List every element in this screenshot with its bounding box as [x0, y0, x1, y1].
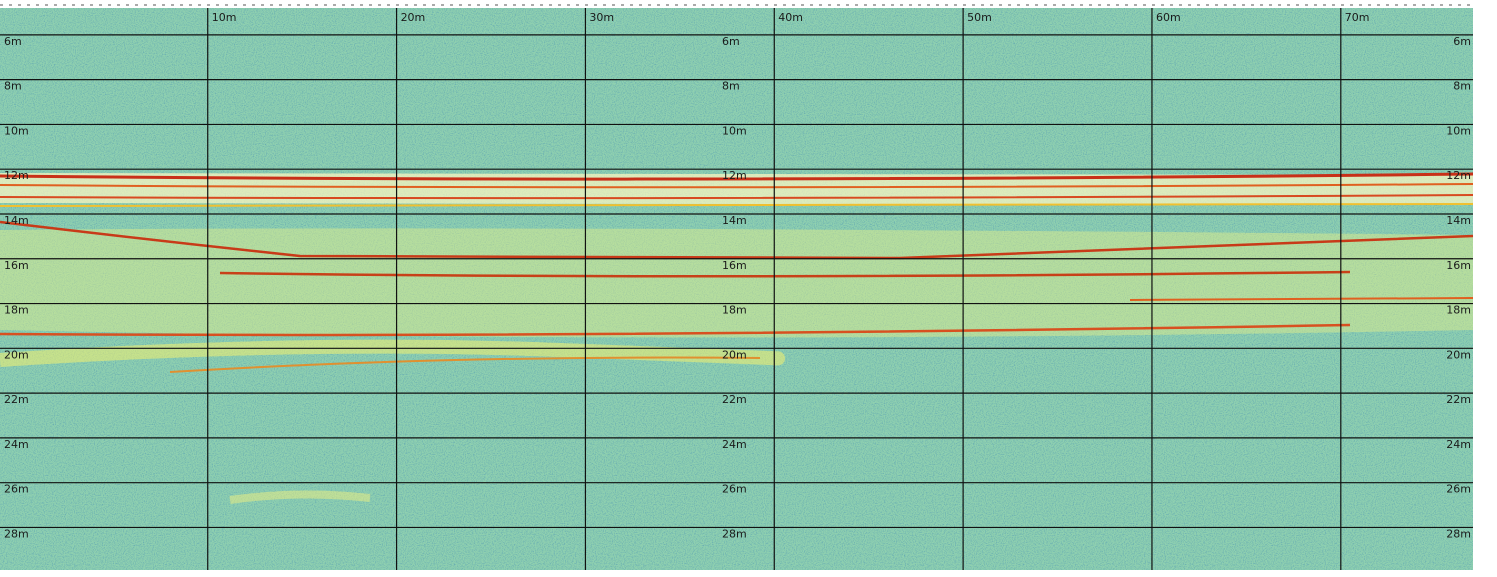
y-tick-label: 6m	[4, 35, 22, 48]
y-tick-label: 16m	[4, 259, 29, 272]
y-tick-label: 22m	[4, 393, 29, 406]
x-tick-label: 20m	[401, 11, 426, 24]
y-tick-label: 24m	[1446, 438, 1471, 451]
y-tick-label: 10m	[4, 124, 29, 137]
y-tick-label: 18m	[4, 304, 29, 317]
x-tick-label: 10m	[212, 11, 237, 24]
axes: 6m 6m 6m 8m 8m 8m 10m 10m 10m 12m 12m 12m 14m 14m 14m 1…	[0, 8, 1473, 570]
y-tick-label: 20m	[722, 348, 747, 361]
x-tick-label: 70m	[1345, 11, 1370, 24]
y-tick-label: 28m	[1446, 527, 1471, 540]
y-tick-label: 18m	[722, 304, 747, 317]
y-tick-label: 24m	[722, 438, 747, 451]
x-tick-label: 50m	[967, 11, 992, 24]
y-tick-label: 22m	[722, 393, 747, 406]
y-tick-label: 26m	[1446, 483, 1471, 496]
y-tick-label: 14m	[1446, 214, 1471, 227]
y-tick-label: 28m	[4, 527, 29, 540]
y-tick-label: 8m	[722, 80, 740, 93]
echo-noise	[0, 8, 1473, 570]
y-tick-label: 12m	[722, 169, 747, 182]
echo-layers	[0, 172, 1474, 504]
y-tick-label: 10m	[1446, 124, 1471, 137]
y-tick-label: 14m	[4, 214, 29, 227]
y-tick-label: 20m	[1446, 348, 1471, 361]
y-tick-label: 6m	[722, 35, 740, 48]
y-tick-label: 20m	[4, 348, 29, 361]
y-tick-label: 26m	[4, 483, 29, 496]
y-tick-label: 12m	[4, 169, 29, 182]
x-tick-label: 30m	[589, 11, 614, 24]
y-tick-label: 26m	[722, 483, 747, 496]
x-tick-label: 60m	[1156, 11, 1181, 24]
y-tick-label: 6m	[1453, 35, 1471, 48]
y-tick-label: 12m	[1446, 169, 1471, 182]
y-tick-label: 18m	[1446, 304, 1471, 317]
y-tick-label: 16m	[1446, 259, 1471, 272]
x-tick-label: 40m	[778, 11, 803, 24]
y-tick-label: 14m	[722, 214, 747, 227]
y-tick-label: 24m	[4, 438, 29, 451]
y-tick-label: 8m	[4, 80, 22, 93]
y-tick-label: 16m	[722, 259, 747, 272]
y-tick-label: 10m	[722, 124, 747, 137]
y-tick-label: 28m	[722, 527, 747, 540]
y-tick-label: 8m	[1453, 80, 1471, 93]
y-tick-label: 22m	[1446, 393, 1471, 406]
